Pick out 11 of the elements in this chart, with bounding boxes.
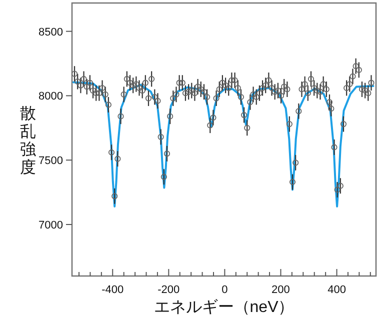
x-axis-title: エネルギー（neV） [154,298,294,316]
x-tick-label: -400 [102,284,124,296]
x-tick-label: -200 [158,284,180,296]
x-tick-label: 400 [328,284,346,296]
y-tick-label: 7000 [38,219,63,232]
x-tick-label: 200 [272,284,290,296]
y-tick-label: 7500 [38,155,63,168]
y-tick-label: 8000 [38,90,63,103]
x-tick-label: 0 [222,284,228,296]
y-axis-title: 散乱強度 [20,106,36,176]
y-tick-label: 8500 [38,26,63,38]
